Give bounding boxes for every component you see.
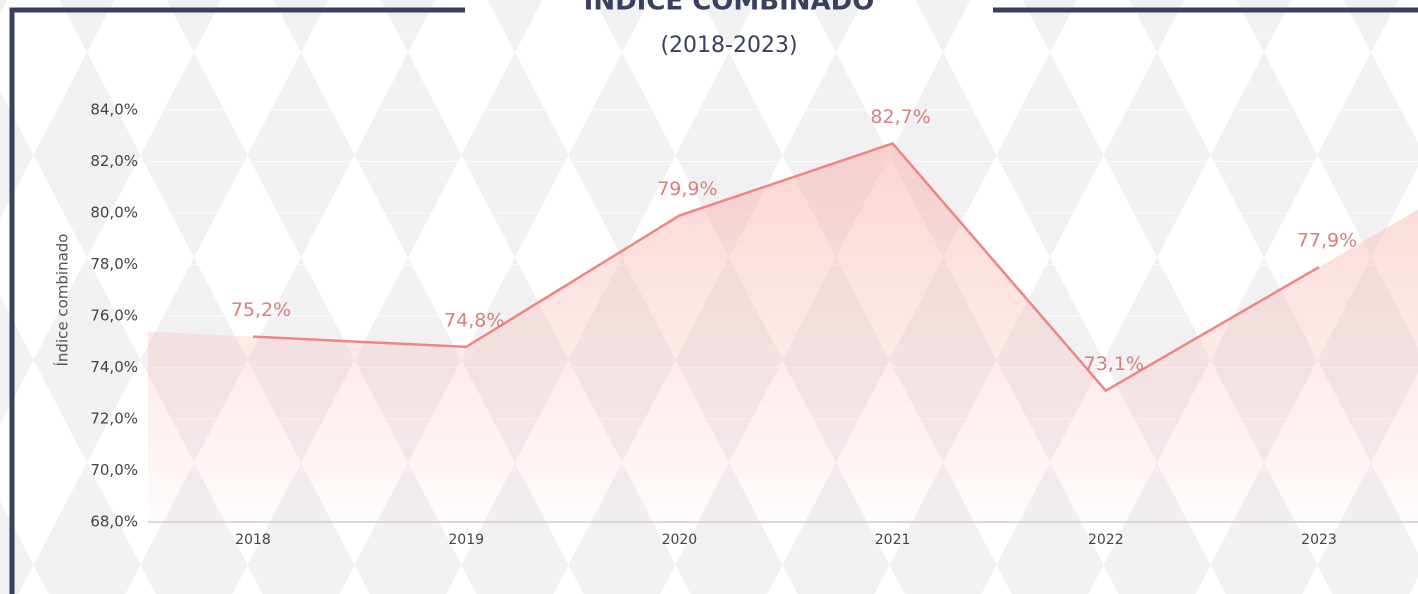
chart-subtitle: (2018-2023): [660, 33, 797, 58]
y-tick-label: 82,0%: [90, 152, 138, 170]
y-tick-label: 84,0%: [90, 101, 138, 119]
data-label: 77,9%: [1297, 230, 1357, 252]
chart-title: ÍNDICE COMBINADO: [584, 0, 875, 17]
y-tick-label: 72,0%: [90, 410, 138, 428]
x-tick-label: 2020: [662, 532, 698, 548]
y-tick-label: 74,0%: [90, 358, 138, 376]
area: [148, 143, 1418, 522]
line: [252, 142, 1320, 393]
x-tick-label: 2022: [1088, 532, 1124, 548]
data-label: 73,1%: [1084, 353, 1144, 375]
frame: [9, 7, 1418, 594]
y-axis-label: Índice combinado: [53, 234, 72, 367]
x-tick-label: 2021: [875, 532, 911, 548]
x-tick-label: 2018: [235, 532, 271, 548]
x-tick-label: 2019: [448, 532, 484, 548]
data-label: 79,9%: [657, 178, 717, 200]
data-label: 74,8%: [444, 309, 504, 331]
y-tick-label: 78,0%: [90, 255, 138, 273]
y-tick-label: 80,0%: [90, 204, 138, 222]
x-tick-label: 2023: [1301, 532, 1337, 548]
data-label: 75,2%: [231, 299, 291, 321]
data-label: 82,7%: [870, 106, 930, 128]
y-tick-label: 76,0%: [90, 307, 138, 325]
y-tick-label: 68,0%: [90, 513, 138, 531]
y-tick-label: 70,0%: [90, 461, 138, 479]
